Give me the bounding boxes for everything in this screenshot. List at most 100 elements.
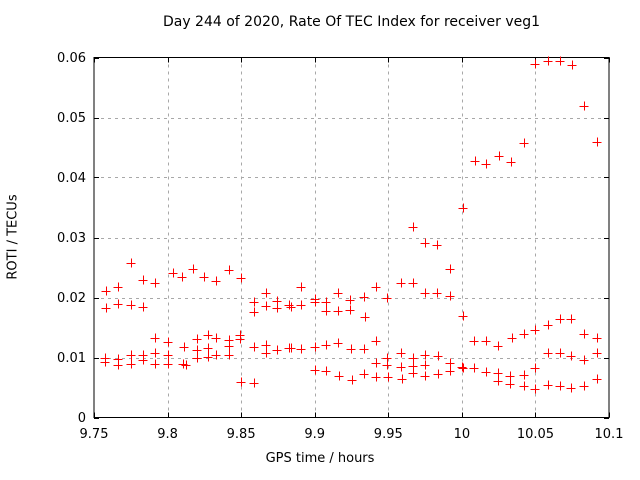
data-point-marker	[566, 383, 576, 393]
data-point-marker	[261, 288, 271, 298]
data-point-marker	[420, 350, 430, 360]
data-point-marker	[530, 59, 540, 69]
data-point-marker	[519, 329, 529, 339]
data-point-marker	[506, 157, 516, 167]
data-point-marker	[494, 151, 504, 161]
data-point-marker	[203, 352, 213, 362]
data-point-marker	[211, 350, 221, 360]
x-tick-label: 10	[454, 427, 471, 442]
y-tick-label: 0.04	[57, 171, 86, 186]
y-tick-label: 0.03	[57, 231, 86, 246]
y-tick-label: 0	[78, 411, 86, 426]
data-point-marker	[481, 159, 491, 169]
data-point-marker	[360, 312, 370, 322]
data-point-marker	[592, 333, 602, 343]
data-point-marker	[181, 360, 191, 370]
data-point-marker	[507, 333, 517, 343]
data-point-marker	[296, 300, 306, 310]
data-point-marker	[333, 338, 343, 348]
data-point-marker	[458, 203, 468, 213]
data-point-marker	[224, 341, 234, 351]
data-point-marker	[505, 379, 515, 389]
data-point-marker	[249, 307, 259, 317]
x-tick-label: 9.8	[157, 427, 178, 442]
data-point-marker	[333, 288, 343, 298]
data-point-marker	[383, 372, 393, 382]
data-point-marker	[433, 369, 443, 379]
data-point-marker	[469, 336, 479, 346]
data-point-marker	[224, 265, 234, 275]
x-tick-label: 9.85	[227, 427, 256, 442]
data-point-marker	[261, 348, 271, 358]
data-point-marker	[321, 340, 331, 350]
data-point-marker	[543, 56, 553, 66]
data-point-marker	[420, 238, 430, 248]
data-point-marker	[566, 351, 576, 361]
data-point-marker	[249, 378, 259, 388]
data-point-marker	[168, 268, 178, 278]
data-point-marker	[408, 368, 418, 378]
data-point-marker	[458, 363, 468, 373]
data-point-marker	[272, 345, 282, 355]
data-point-marker	[261, 301, 271, 311]
plot-border	[93, 57, 610, 418]
x-tick-label: 9.9	[304, 427, 325, 442]
data-point-marker	[345, 295, 355, 305]
data-point-marker	[236, 273, 246, 283]
data-point-marker	[126, 350, 136, 360]
data-point-marker	[592, 137, 602, 147]
data-point-marker	[579, 101, 589, 111]
data-point-marker	[519, 370, 529, 380]
chart-title: Day 244 of 2020, Rate Of TEC Index for r…	[162, 14, 541, 30]
data-point-marker	[408, 353, 418, 363]
data-point-marker	[163, 359, 173, 369]
data-point-marker	[150, 333, 160, 343]
data-point-marker	[192, 345, 202, 355]
data-point-marker	[235, 334, 245, 344]
data-point-marker	[371, 282, 381, 292]
data-point-marker	[138, 355, 148, 365]
data-point-marker	[296, 344, 306, 354]
data-point-marker	[555, 314, 565, 324]
data-point-marker	[408, 222, 418, 232]
data-point-marker	[286, 343, 296, 353]
data-point-marker	[321, 297, 331, 307]
data-point-marker	[199, 272, 209, 282]
y-tick-label: 0.05	[57, 111, 86, 126]
data-point-marker	[359, 292, 369, 302]
data-point-marker	[371, 372, 381, 382]
data-point-marker	[126, 359, 136, 369]
data-point-marker	[249, 342, 259, 352]
data-point-marker	[579, 355, 589, 365]
data-point-marker	[334, 371, 344, 381]
data-point-marker	[203, 343, 213, 353]
data-point-marker	[345, 305, 355, 315]
x-tick-label: 9.75	[80, 427, 109, 442]
data-point-marker	[420, 371, 430, 381]
data-point-marker	[432, 288, 442, 298]
data-point-marker	[113, 360, 123, 370]
data-point-marker	[530, 325, 540, 335]
data-point-marker	[359, 369, 369, 379]
data-point-marker	[150, 359, 160, 369]
data-point-marker	[505, 371, 515, 381]
data-point-marker	[396, 348, 406, 358]
data-point-marker	[347, 375, 357, 385]
data-point-marker	[408, 278, 418, 288]
data-point-marker	[555, 381, 565, 391]
data-point-marker	[555, 348, 565, 358]
data-point-marker	[321, 366, 331, 376]
data-point-marker	[420, 288, 430, 298]
data-point-marker	[321, 306, 331, 316]
data-point-marker	[224, 350, 234, 360]
data-point-marker	[555, 56, 565, 66]
data-point-marker	[310, 297, 320, 307]
data-point-marker	[493, 341, 503, 351]
data-point-marker	[138, 275, 148, 285]
data-point-marker	[101, 303, 111, 313]
data-point-marker	[566, 314, 576, 324]
data-point-marker	[211, 276, 221, 286]
data-point-marker	[445, 291, 455, 301]
